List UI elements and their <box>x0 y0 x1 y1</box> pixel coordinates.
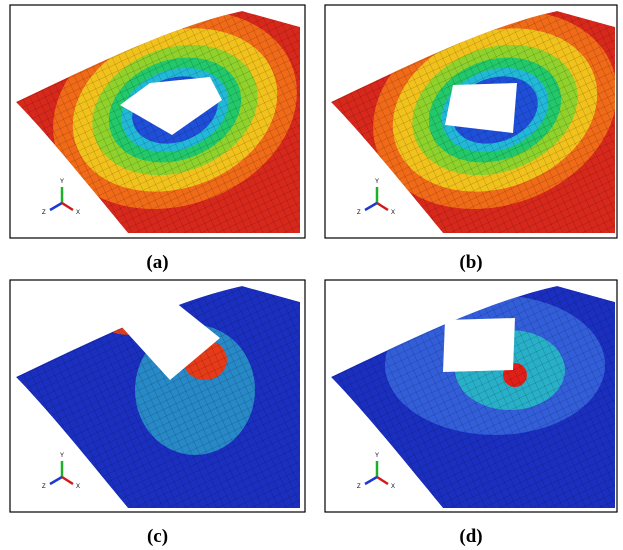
axis-label: Y <box>375 453 379 459</box>
axis-label: X <box>391 484 395 490</box>
axis-label: Z <box>357 210 361 216</box>
axis-label: Z <box>42 484 46 490</box>
axis-label: Y <box>60 453 64 459</box>
panel-label: (b) <box>459 252 482 273</box>
panel-label: (c) <box>147 526 168 547</box>
axis-label: Y <box>375 179 379 185</box>
axis-label: Y <box>60 179 64 185</box>
axis-label: Z <box>42 210 46 216</box>
panel-label: (d) <box>459 526 482 547</box>
axis-label: Z <box>357 484 361 490</box>
axis-label: X <box>76 484 80 490</box>
panel: Y Z X <box>10 0 325 242</box>
opening <box>445 83 517 133</box>
axis-label: X <box>76 210 80 216</box>
panel-label: (a) <box>146 252 168 273</box>
panel: Y Z X <box>325 0 623 242</box>
panel: Y Z X <box>10 280 305 512</box>
opening <box>443 318 515 372</box>
panel: Y Z X <box>325 280 617 512</box>
axis-label: X <box>391 210 395 216</box>
figure: Y Z X (a) Y Z X (b) Y Z X (c) Y Z X (d) <box>0 0 623 550</box>
